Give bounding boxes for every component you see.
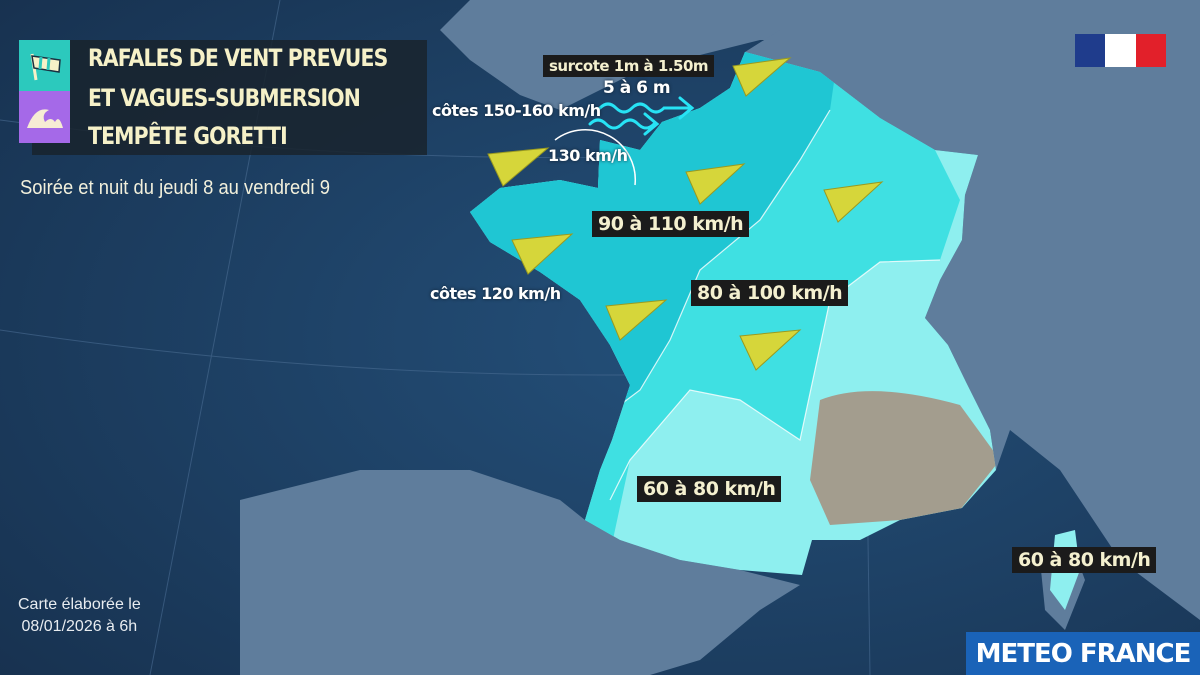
waves-label: 5 à 6 m (603, 78, 671, 98)
wind-arrow-icon (823, 181, 884, 223)
wind-arrow-icon (732, 57, 792, 97)
wind-arrow-icon (685, 163, 746, 205)
title-line-1: RAFALES DE VENT PREVUES (88, 44, 388, 72)
windsock-icon (19, 40, 70, 91)
zone-center-label: 80 à 100 km/h (691, 280, 849, 306)
wave-arrow-icon (598, 96, 695, 120)
alps-relief (810, 391, 996, 525)
wind-arrow-icon (511, 233, 574, 275)
coast-north-label: côtes 150-160 km/h (432, 101, 601, 120)
wind-arrow-icon (605, 299, 668, 341)
corsica-label: 60 à 80 km/h (1012, 547, 1157, 573)
title-line-2: ET VAGUES-SUBMERSION (88, 84, 361, 112)
wave-icon (19, 91, 70, 143)
wave-arrow-icon (588, 112, 660, 136)
zone-south-label: 60 à 80 km/h (637, 476, 782, 502)
zone-west-label: 90 à 110 km/h (592, 211, 750, 237)
wind-arrow-icon (487, 147, 550, 187)
gust-130-label: 130 km/h (548, 146, 628, 165)
coast-west-label: côtes 120 km/h (430, 284, 561, 303)
title-line-3: TEMPÊTE GORETTI (88, 122, 288, 150)
title-panel (32, 40, 427, 155)
surge-label: surcote 1m à 1.50m (543, 55, 715, 77)
legend-icons (19, 40, 70, 143)
subtitle: Soirée et nuit du jeudi 8 au vendredi 9 (20, 177, 330, 199)
credit-line-1: Carte élaborée le (18, 596, 141, 613)
wind-arrow-icon (739, 329, 802, 371)
meteo-france-logo: METEO FRANCE (966, 632, 1200, 675)
credit-note: Carte élaborée le 08/01/2026 à 6h (18, 594, 141, 638)
credit-line-2: 08/01/2026 à 6h (21, 618, 138, 635)
french-flag-logo (1075, 34, 1166, 67)
